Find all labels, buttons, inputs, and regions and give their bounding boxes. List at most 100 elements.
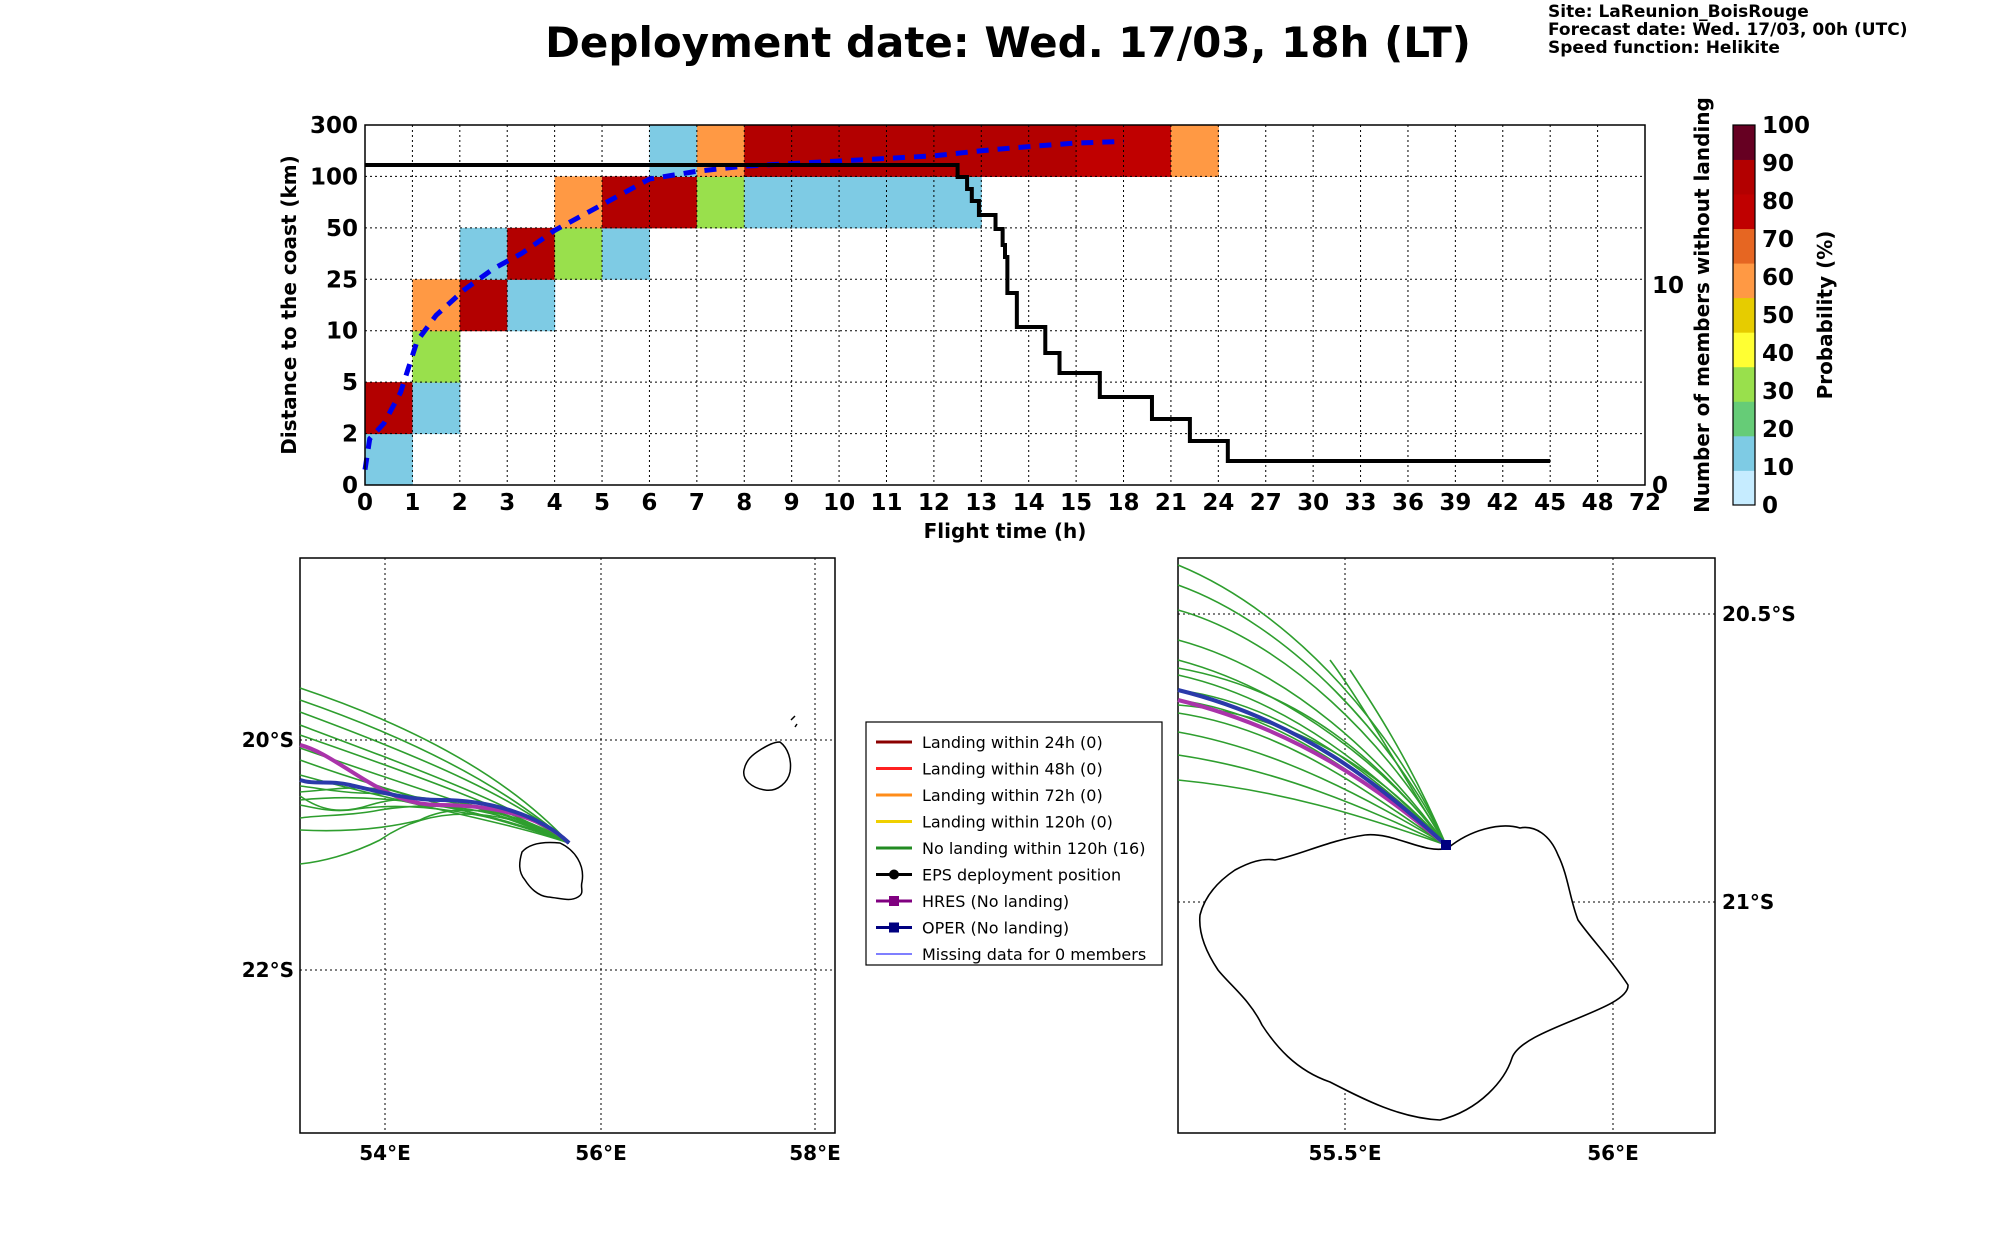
rodrigues-island-outline <box>790 715 798 728</box>
forecast-label: Forecast date: Wed. 17/03, 00h (UTC) <box>1548 20 1907 40</box>
y2-axis-label: Number of members without landing <box>1690 97 1714 513</box>
colorbar: 0 10 20 30 40 50 60 70 80 90 100 Probability (%) <box>1732 113 1837 519</box>
colorbar-tick-label: 60 <box>1762 265 1794 291</box>
colorbar-block <box>1733 401 1755 437</box>
colorbar-block <box>1733 263 1755 299</box>
x-tick-label: 72 <box>1629 490 1661 516</box>
colorbar-block <box>1733 366 1755 402</box>
median-distance-line <box>362 138 1124 470</box>
legend-marker <box>889 896 899 906</box>
y2-tick-labels: 0 10 <box>1652 273 1684 499</box>
y-tick-label: 5 <box>342 370 358 396</box>
colorbar-tick-label: 70 <box>1762 227 1794 253</box>
deployment-position-marker <box>1441 840 1451 850</box>
heatmap-cell <box>365 382 413 435</box>
heatmap-cell <box>791 125 840 177</box>
x-tick-label: 0 <box>357 490 373 516</box>
heatmap-cell <box>791 176 840 229</box>
colorbar-tick-label: 80 <box>1762 189 1794 215</box>
heatmap-cell <box>696 176 745 229</box>
heatmap-cell <box>886 125 935 177</box>
left-map-lat-tick: 20°S <box>242 728 294 752</box>
figure-title: Deployment date: Wed. 17/03, 18h (LT) <box>545 18 1471 67</box>
left-map-lon-tick: 58°E <box>789 1141 841 1165</box>
left-map-frame <box>299 557 836 1134</box>
colorbar-blocks <box>1733 125 1755 506</box>
heatmap-cells <box>365 125 1219 486</box>
y-axis-label: Distance to the coast (km) <box>277 155 301 455</box>
colorbar-label: Probability (%) <box>1813 231 1837 400</box>
members-without-landing-line <box>365 163 1551 463</box>
left-map-lat-tick: 22°S <box>242 958 294 982</box>
x-tick-label: 3 <box>499 490 515 516</box>
x-tick-label: 24 <box>1202 490 1234 516</box>
x-tick-label: 45 <box>1534 490 1566 516</box>
right-map-lon-tick: 56°E <box>1587 1141 1639 1165</box>
colorbar-block <box>1733 470 1755 506</box>
legend-label: Landing within 48h (0) <box>922 760 1103 779</box>
mauritius-island-outline <box>743 741 792 791</box>
x-tick-label: 9 <box>784 490 800 516</box>
x-tick-label: 7 <box>689 490 705 516</box>
colorbar-block <box>1733 194 1755 230</box>
y-tick-label: 2 <box>342 422 358 448</box>
grid-lines <box>365 125 1645 485</box>
site-label: Site: LaReunion_BoisRouge <box>1548 2 1809 22</box>
heatmap-cell <box>412 330 461 383</box>
x-tick-label: 15 <box>1060 490 1092 516</box>
x-tick-label: 21 <box>1155 490 1187 516</box>
heatmap-cell <box>1028 125 1077 177</box>
heatmap-cell <box>1076 125 1125 177</box>
left-map-lon-tick: 54°E <box>359 1141 411 1165</box>
right-map-lat-tick: 21°S <box>1722 890 1774 914</box>
legend-marker <box>889 869 899 880</box>
x-axis-label: Flight time (h) <box>924 519 1087 543</box>
colorbar-tick-label: 0 <box>1762 493 1778 519</box>
heatmap-cell <box>507 227 556 280</box>
heatmap-cell <box>602 227 650 280</box>
x-tick-label: 36 <box>1392 490 1424 516</box>
legend-label: Landing within 120h (0) <box>922 813 1113 832</box>
y2-tick-label: 0 <box>1652 473 1668 499</box>
heatmap-cell <box>649 125 698 177</box>
x-tick-label: 8 <box>736 490 752 516</box>
colorbar-frame <box>1732 124 1756 506</box>
reunion-island-outline <box>519 841 584 901</box>
heatmap-cell <box>649 176 698 229</box>
legend-label: Landing within 72h (0) <box>922 786 1103 805</box>
colorbar-tick-label: 40 <box>1762 341 1794 367</box>
heatmap-cell <box>412 279 461 332</box>
x-tick-label: 2 <box>452 490 468 516</box>
x-tick-label: 12 <box>918 490 950 516</box>
right-map: 55.5°E 56°E 20.5°S 21°S <box>1177 557 1796 1165</box>
legend: Landing within 24h (0) Landing within 48h… <box>865 721 1163 966</box>
x-tick-label: 10 <box>823 490 855 516</box>
colorbar-tick-label: 30 <box>1762 379 1794 405</box>
x-tick-label: 39 <box>1439 490 1471 516</box>
right-map-lon-tick: 55.5°E <box>1308 1141 1381 1165</box>
left-map-lon-tick: 56°E <box>575 1141 627 1165</box>
heatmap-cell <box>744 125 793 177</box>
x-tick-label: 30 <box>1297 490 1329 516</box>
right-map-lat-tick: 20.5°S <box>1722 602 1796 626</box>
x-tick-label: 4 <box>547 490 563 516</box>
y-tick-label: 10 <box>326 319 358 345</box>
x-tick-label: 11 <box>870 490 902 516</box>
x-tick-label: 48 <box>1582 490 1614 516</box>
heatmap-cell <box>365 433 413 486</box>
distance-chart: 0 1 2 3 4 5 6 7 8 9 10 11 12 13 14 15 18 21 24 27 30 33 36 39 42… <box>277 97 1714 543</box>
legend-label: Missing data for 0 members <box>922 945 1146 964</box>
heatmap-cell <box>1170 125 1219 177</box>
y-tick-label: 25 <box>326 267 358 293</box>
right-map-oper-track <box>1177 688 1448 847</box>
x-tick-label: 1 <box>404 490 420 516</box>
heatmap-cell <box>459 227 508 280</box>
colorbar-block <box>1733 125 1755 160</box>
y-tick-label: 100 <box>310 164 358 190</box>
x-tick-labels: 0 1 2 3 4 5 6 7 8 9 10 11 12 13 14 15 18 21 24 27 30 33 36 39 42… <box>357 490 1661 516</box>
heatmap-cell <box>554 176 603 229</box>
heatmap-cell <box>1123 125 1172 177</box>
x-tick-label: 18 <box>1108 490 1140 516</box>
colorbar-tick-label: 20 <box>1762 417 1794 443</box>
